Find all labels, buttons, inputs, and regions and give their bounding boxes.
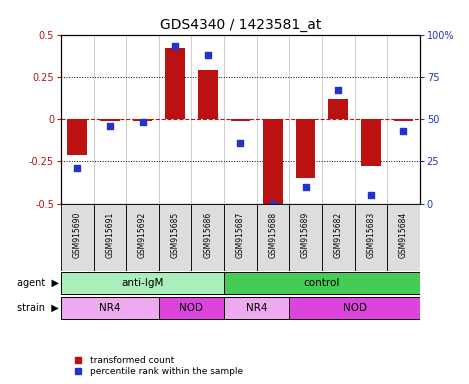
- Text: GSM915684: GSM915684: [399, 212, 408, 258]
- Bar: [328, 99, 348, 119]
- Point: [236, 140, 244, 146]
- Text: control: control: [304, 278, 340, 288]
- Text: strain  ▶: strain ▶: [17, 303, 59, 313]
- FancyBboxPatch shape: [355, 204, 387, 271]
- FancyBboxPatch shape: [191, 204, 224, 271]
- FancyBboxPatch shape: [126, 204, 159, 271]
- Text: anti-IgM: anti-IgM: [121, 278, 164, 288]
- FancyBboxPatch shape: [322, 204, 355, 271]
- Text: GSM915690: GSM915690: [73, 212, 82, 258]
- FancyBboxPatch shape: [224, 297, 289, 319]
- Bar: [100, 119, 120, 121]
- Text: GSM915692: GSM915692: [138, 212, 147, 258]
- Point: [269, 200, 277, 207]
- Point: [302, 184, 310, 190]
- Text: NOD: NOD: [180, 303, 204, 313]
- Bar: [68, 119, 87, 154]
- Point: [400, 128, 407, 134]
- Text: GSM915682: GSM915682: [334, 212, 343, 258]
- FancyBboxPatch shape: [159, 204, 191, 271]
- Text: agent  ▶: agent ▶: [16, 278, 59, 288]
- FancyBboxPatch shape: [224, 204, 257, 271]
- Point: [334, 87, 342, 93]
- Legend: transformed count, percentile rank within the sample: transformed count, percentile rank withi…: [66, 353, 247, 379]
- FancyBboxPatch shape: [61, 297, 159, 319]
- FancyBboxPatch shape: [387, 204, 420, 271]
- Point: [367, 192, 375, 198]
- Text: GSM915689: GSM915689: [301, 212, 310, 258]
- Text: GSM915691: GSM915691: [106, 212, 114, 258]
- Bar: [296, 119, 315, 178]
- FancyBboxPatch shape: [289, 204, 322, 271]
- FancyBboxPatch shape: [289, 297, 420, 319]
- Text: GSM915687: GSM915687: [236, 212, 245, 258]
- Text: GSM915683: GSM915683: [366, 212, 375, 258]
- Bar: [263, 119, 283, 204]
- Text: NR4: NR4: [99, 303, 121, 313]
- Bar: [393, 119, 413, 121]
- Title: GDS4340 / 1423581_at: GDS4340 / 1423581_at: [159, 18, 321, 32]
- Point: [171, 43, 179, 50]
- FancyBboxPatch shape: [61, 272, 224, 295]
- Point: [74, 165, 81, 171]
- FancyBboxPatch shape: [224, 272, 420, 295]
- Bar: [166, 48, 185, 119]
- FancyBboxPatch shape: [94, 204, 126, 271]
- Text: NOD: NOD: [342, 303, 366, 313]
- FancyBboxPatch shape: [257, 204, 289, 271]
- FancyBboxPatch shape: [61, 204, 94, 271]
- Point: [204, 52, 212, 58]
- FancyBboxPatch shape: [159, 297, 224, 319]
- Bar: [231, 119, 250, 121]
- Text: NR4: NR4: [246, 303, 267, 313]
- Bar: [198, 70, 218, 119]
- Text: GSM915685: GSM915685: [171, 212, 180, 258]
- Point: [139, 119, 146, 126]
- Text: GSM915686: GSM915686: [203, 212, 212, 258]
- Point: [106, 123, 113, 129]
- Bar: [133, 119, 152, 121]
- Bar: [361, 119, 381, 166]
- Text: GSM915688: GSM915688: [268, 212, 278, 258]
